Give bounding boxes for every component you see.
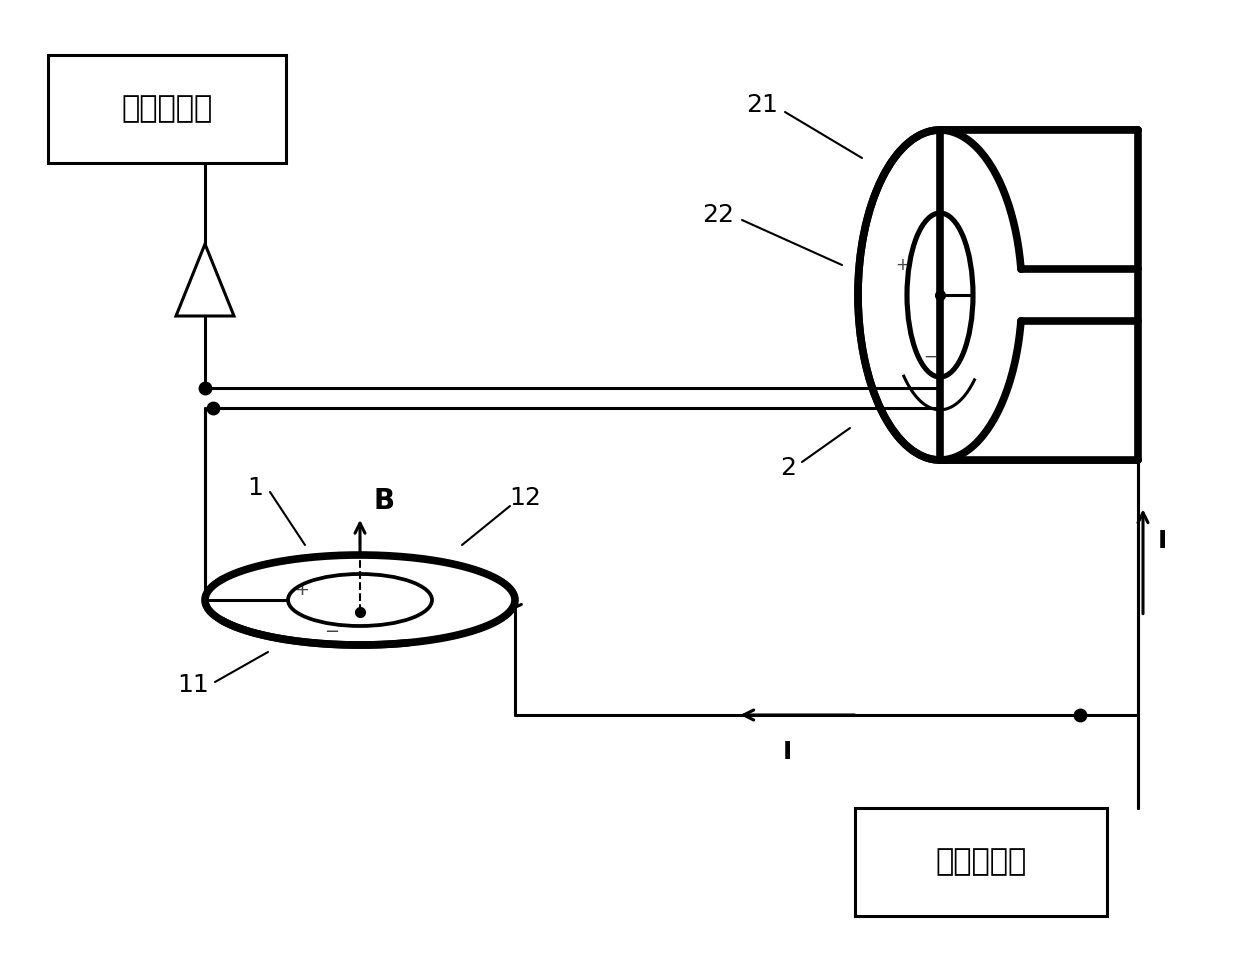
Text: 1: 1 xyxy=(247,476,263,500)
Bar xyxy=(940,130,1137,460)
Text: 21: 21 xyxy=(746,93,778,117)
Text: 激励输出竽: 激励输出竽 xyxy=(935,848,1027,876)
Bar xyxy=(48,55,286,163)
Text: I: I xyxy=(1158,529,1167,554)
Text: 12: 12 xyxy=(509,486,541,510)
Text: 2: 2 xyxy=(781,456,795,480)
Text: +: + xyxy=(295,581,310,599)
Bar xyxy=(855,808,1106,916)
Text: 11: 11 xyxy=(177,673,209,697)
Text: I: I xyxy=(783,740,792,764)
Text: B: B xyxy=(1032,249,1053,277)
Text: B: B xyxy=(374,487,395,515)
Text: −: − xyxy=(325,623,339,641)
Text: 响应输入端: 响应输入端 xyxy=(121,95,213,124)
Text: +: + xyxy=(895,256,909,274)
Text: −: − xyxy=(923,348,937,366)
Text: 22: 22 xyxy=(703,203,733,227)
